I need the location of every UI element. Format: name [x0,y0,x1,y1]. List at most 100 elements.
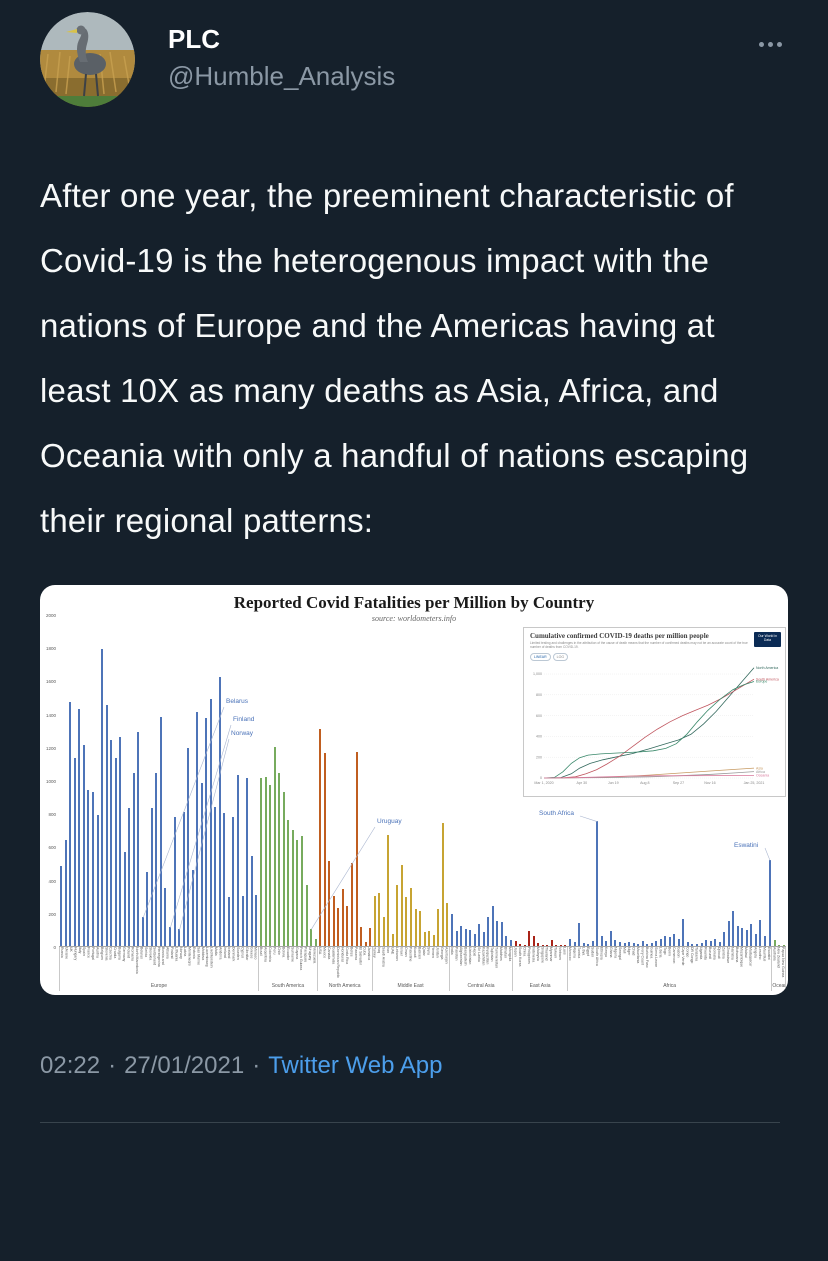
svg-text:Oceania: Oceania [756,774,769,778]
bar-finland [169,926,172,946]
country-label: Latvia [183,947,188,957]
region-name-label: Oceania [772,983,785,989]
country-label: Chad [631,947,636,956]
series-north-america [543,667,755,779]
region-axis-zone: USA Mexico Canada Guatemala Dominican Republ… [318,947,373,991]
country-label: Uruguay [308,947,313,961]
bar-moldova [200,782,203,946]
bar-bangladesh [464,928,467,946]
country-label: Kenya [604,947,609,957]
region-europe: Russia Ukraine UK Hungary Italy Spain France Po… [59,615,259,991]
bar-french-guiana [300,836,303,946]
bar-bhutan [505,936,508,946]
bar-hungary [73,758,76,946]
region-middle-east: Turkey Iraq Saudi Arabia Iran UAE Lebanon Isra… [372,615,450,991]
country-label: Myanmar [549,947,554,962]
bar-philippines [528,931,531,946]
region-central-asia: India Pakistan Afghanistan Bangladesh Uzbeki… [449,615,514,991]
country-label: Ghana [608,947,613,958]
country-label: USA [318,947,323,955]
avatar[interactable] [40,12,135,107]
bar-el-salvador [360,926,363,946]
region-name-label: Africa [663,983,676,989]
more-options-icon[interactable] [753,36,788,53]
country-label: El Salvador [358,947,363,965]
country-label: Mauritius [762,947,767,962]
country-label: India [449,947,454,955]
bar-burkina-faso [646,944,649,946]
bar-lesotho [759,920,762,946]
bar-bolivia [282,791,285,946]
country-label: Egypt [586,947,591,956]
region-name-label: Europe [150,983,168,989]
bar-somalia [714,938,717,946]
country-label: Hungary [73,947,78,961]
region-name-label: East Asia [529,983,551,989]
region-axis-zone: Turkey Iraq Saudi Arabia Iran UAE Lebanon Isra… [373,947,450,991]
country-label: Luxembourg [205,947,210,967]
bar-egypt [587,944,590,946]
country-label: Denmark [231,947,236,962]
region-bars [59,615,259,947]
bar-morocco [569,938,572,946]
country-label: Taiwan [553,947,558,958]
country-label: Switzerland [152,947,157,966]
tweet-image-chart[interactable]: Reported Covid Fatalities per Million by… [40,585,788,995]
bar-norway [178,929,181,946]
country-label: Guatemala [331,947,336,965]
svg-text:Nov 16: Nov 16 [704,781,715,785]
region-south-america: Brazil Argentina Colombia Peru Chile Bolivia E… [258,615,318,991]
country-label: Argentina [263,947,268,962]
bar-ivory-coast [641,941,644,946]
bar-singapore [541,945,544,946]
country-label: Iceland [227,947,232,959]
bar-cameroon [673,934,676,946]
bar-india [451,913,453,946]
bar-china [523,945,526,946]
country-label: Paraguay [303,947,308,962]
bar-yemen [432,935,435,946]
tweet: PLC @Humble_Analysis After one year, the… [40,12,788,1123]
country-label: Bangladesh [463,947,468,966]
region-east-asia: Japan South Korea China Philippines Indonesi… [513,615,568,991]
country-label: UAE [390,947,395,955]
country-label: French Guiana [299,947,304,971]
bar-djibouti [718,941,721,946]
bar-belarus [141,916,144,946]
bar-angola [754,933,757,946]
country-label: Costa Rica [344,947,349,965]
bar-romania [132,772,135,946]
y-tick-label: 1400 [45,712,56,718]
tweet-text: After one year, the preeminent character… [40,177,749,539]
bar-france [87,789,90,946]
country-label: Malta [214,947,219,956]
bar-cape-verde [682,919,685,946]
region-axis-zone: India Pakistan Afghanistan Bangladesh Uzbeki… [450,947,514,991]
y-tick-label: 200 [48,911,56,917]
country-label: Kuwait [413,947,418,958]
bar-zambia [723,931,726,946]
bar-uzbekistan [469,930,472,946]
bar-kazakhstan [482,931,485,946]
country-label: Portugal [91,947,96,961]
log-toggle: LOG [552,653,569,661]
country-label: Somalia [712,947,717,960]
tweet-source-link[interactable]: Twitter Web App [268,1052,443,1079]
bar-rwanda [705,940,708,946]
country-label: Bulgaria [117,947,122,960]
bar-uae [391,934,394,946]
bar-saudi-arabia [382,916,385,946]
country-label: Bahrain [417,947,422,960]
country-label: Japan [513,947,518,957]
country-label: Brazil [259,947,264,956]
author-name[interactable]: PLC [168,24,220,54]
author-handle[interactable]: @Humble_Analysis [168,61,396,91]
region-oceania: Australia New Zealand Papua New Guinea Ocea… [772,615,786,991]
country-label: Ireland [222,947,227,958]
heron-silhouette [66,25,106,97]
country-label: Cuba [362,947,367,956]
bar-estonia [191,869,194,946]
country-label: Bosnia and Herzegovina [157,947,166,967]
y-tick-label: 800 [48,812,56,818]
bar-dominican-republic [337,907,340,946]
